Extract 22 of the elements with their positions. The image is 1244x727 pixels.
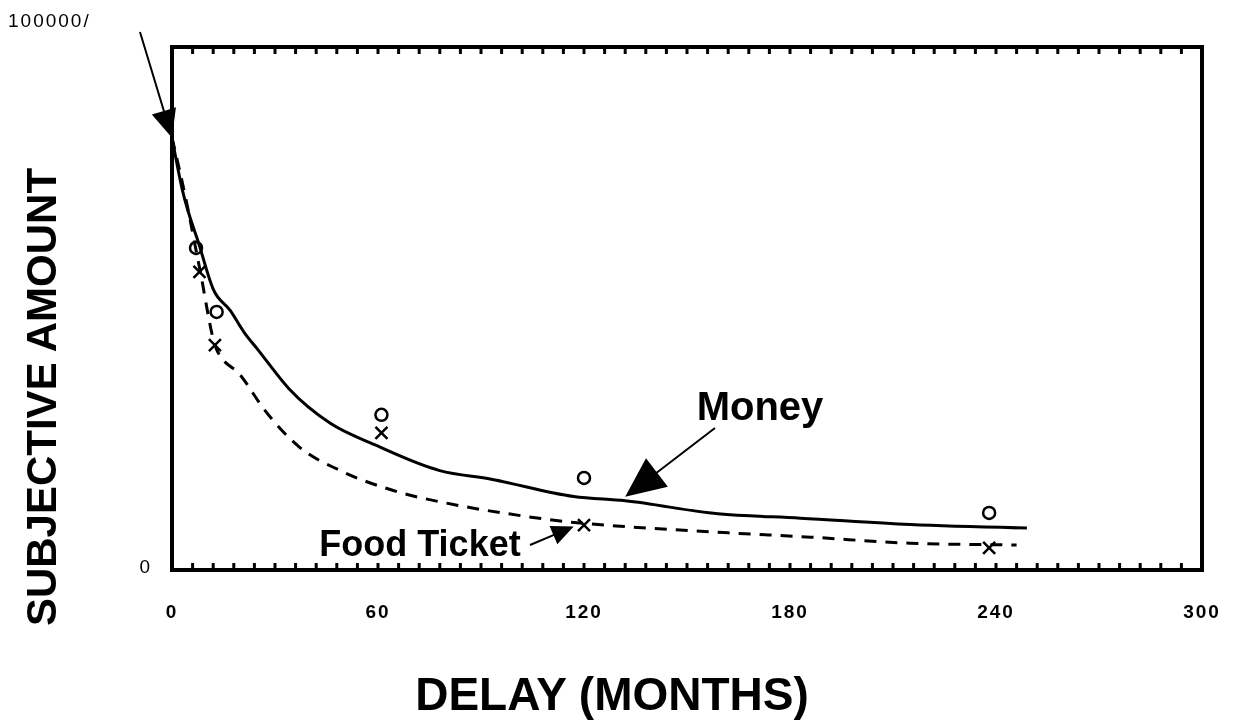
point: [981, 540, 997, 556]
point: [192, 264, 207, 280]
point: [576, 470, 592, 486]
text: 100000/: [8, 10, 91, 31]
point: [374, 407, 389, 423]
legend-label: Food Ticket: [319, 523, 521, 564]
x-tick-label: 240: [977, 601, 1015, 622]
point: [576, 517, 592, 533]
x-tick-label: 120: [565, 601, 603, 622]
x-axis-title: DELAY (MONTHS): [415, 668, 809, 720]
point: [981, 505, 997, 521]
text: 0: [139, 556, 150, 578]
x-tick-label: 0: [165, 601, 179, 622]
point: [188, 240, 204, 256]
x-tick-label: 300: [1183, 601, 1221, 622]
text: Money: [696, 384, 825, 428]
point: [374, 425, 389, 441]
y-axis-title: SUBJECTIVE AMOUNT: [18, 167, 65, 627]
point: [209, 304, 224, 320]
x-tick-label: 60: [365, 601, 391, 622]
point: [207, 337, 223, 353]
x-tick-label: 180: [771, 601, 809, 622]
